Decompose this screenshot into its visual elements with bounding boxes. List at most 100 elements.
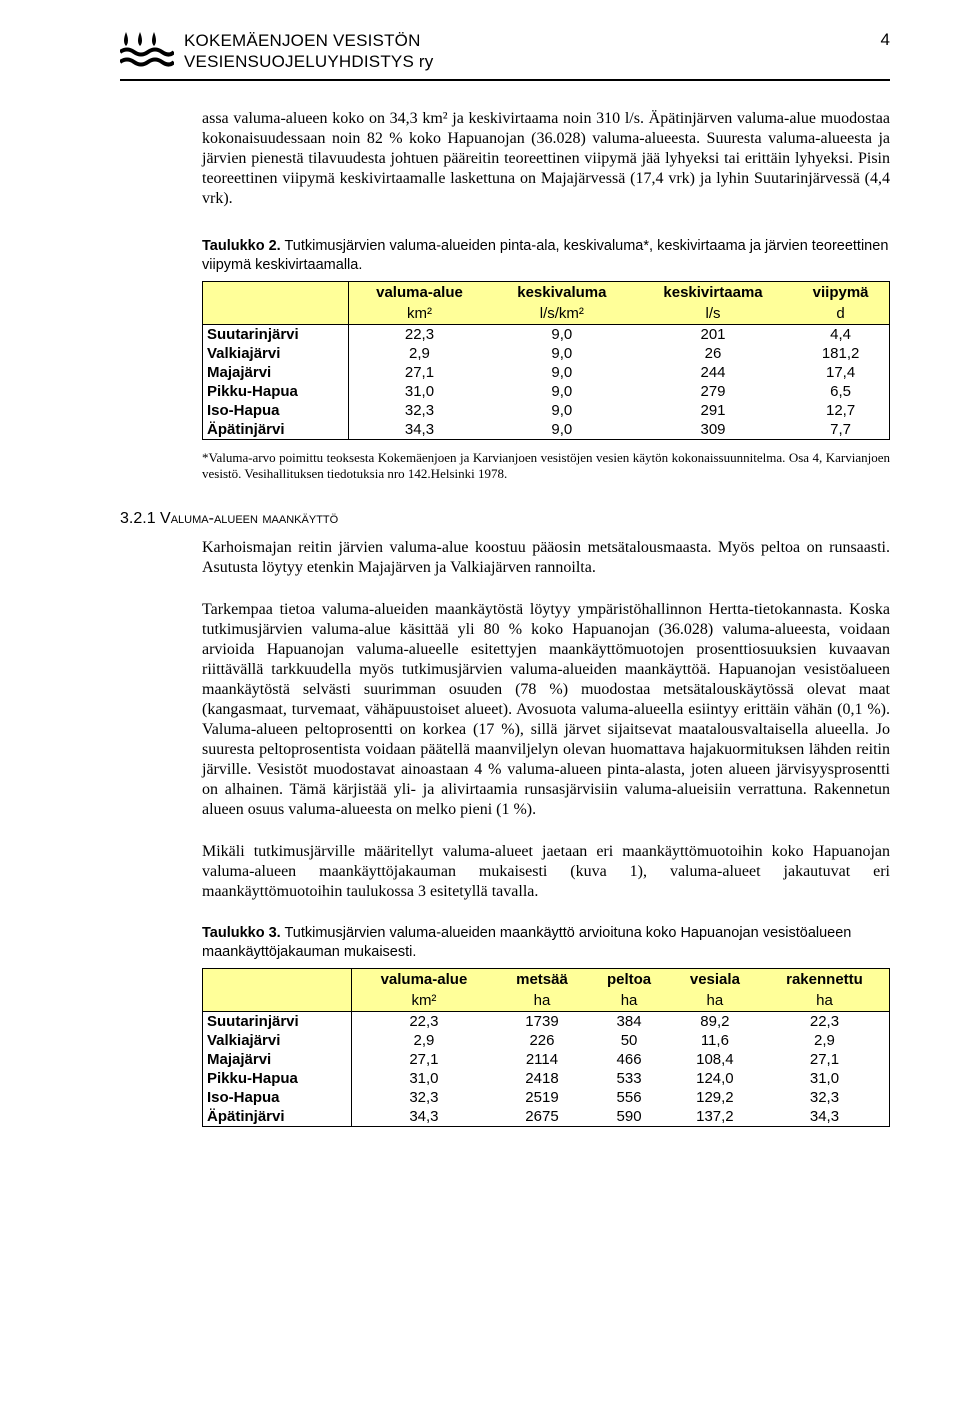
cell: 34,3 (349, 420, 490, 440)
table2-body: Suutarinjärvi22,39,02014,4Valkiajärvi2,9… (203, 324, 890, 439)
row-label: Suutarinjärvi (203, 324, 349, 344)
row-label: Valkiajärvi (203, 344, 349, 363)
intro-paragraph: assa valuma-alueen koko on 34,3 km² ja k… (202, 109, 890, 209)
cell: 556 (588, 1088, 670, 1107)
cell: 89,2 (670, 1011, 760, 1031)
th: peltoa (588, 968, 670, 990)
th-unit: ha (588, 990, 670, 1012)
org-line2: VESIENSUOJELUYHDISTYS ry (184, 52, 433, 71)
cell: 9,0 (490, 382, 634, 401)
cell: 32,3 (349, 401, 490, 420)
cell: 1739 (496, 1011, 589, 1031)
cell: 108,4 (670, 1050, 760, 1069)
th: valuma-alue (349, 281, 490, 303)
cell: 50 (588, 1031, 670, 1050)
table-row: Valkiajärvi2,92265011,62,9 (203, 1031, 890, 1050)
cell: 7,7 (792, 420, 889, 440)
row-label: Valkiajärvi (203, 1031, 352, 1050)
para3: Mikäli tutkimusjärville määritellyt valu… (202, 842, 890, 902)
para2: Tarkempaa tietoa valuma-alueiden maankäy… (202, 600, 890, 820)
row-label: Pikku-Hapua (203, 1069, 352, 1088)
row-label: Iso-Hapua (203, 1088, 352, 1107)
th: vesiala (670, 968, 760, 990)
table-row: Äpätinjärvi34,39,03097,7 (203, 420, 890, 440)
row-label: Pikku-Hapua (203, 382, 349, 401)
table-row: Äpätinjärvi34,32675590137,234,3 (203, 1107, 890, 1127)
table-row: Valkiajärvi2,99,026181,2 (203, 344, 890, 363)
table-row: Majajärvi27,19,024417,4 (203, 363, 890, 382)
table2-units-row: km² l/s/km² l/s d (203, 303, 890, 325)
cell: 2,9 (352, 1031, 496, 1050)
cell: 309 (634, 420, 792, 440)
th: viipymä (792, 281, 889, 303)
th: metsää (496, 968, 589, 990)
cell: 22,3 (352, 1011, 496, 1031)
table3-caption-bold: Taulukko 3. (202, 925, 281, 941)
row-label: Majajärvi (203, 363, 349, 382)
cell: 4,4 (792, 324, 889, 344)
th-unit: l/s/km² (490, 303, 634, 325)
table2-footnote: *Valuma-arvo poimittu teoksesta Kokemäen… (202, 450, 890, 483)
cell: 32,3 (760, 1088, 890, 1107)
cell: 31,0 (349, 382, 490, 401)
cell: 34,3 (760, 1107, 890, 1127)
cell: 384 (588, 1011, 670, 1031)
table-row: Majajärvi27,12114466108,427,1 (203, 1050, 890, 1069)
table-row: Iso-Hapua32,39,029112,7 (203, 401, 890, 420)
th: rakennettu (760, 968, 890, 990)
row-label: Majajärvi (203, 1050, 352, 1069)
cell: 32,3 (352, 1088, 496, 1107)
th-unit: ha (496, 990, 589, 1012)
cell: 9,0 (490, 401, 634, 420)
cell: 11,6 (670, 1031, 760, 1050)
th-blank (203, 281, 349, 303)
cell: 181,2 (792, 344, 889, 363)
cell: 31,0 (352, 1069, 496, 1088)
table-row: Pikku-Hapua31,02418533124,031,0 (203, 1069, 890, 1088)
cell: 27,1 (352, 1050, 496, 1069)
row-label: Äpätinjärvi (203, 1107, 352, 1127)
cell: 22,3 (349, 324, 490, 344)
th-blank (203, 990, 352, 1012)
body: assa valuma-alueen koko on 34,3 km² ja k… (202, 109, 890, 482)
page-header: KOKEMÄENJOEN VESISTÖN VESIENSUOJELUYHDIS… (120, 30, 890, 81)
cell: 291 (634, 401, 792, 420)
th-unit: ha (670, 990, 760, 1012)
cell: 22,3 (760, 1011, 890, 1031)
section-heading: 3.2.1 Valuma-alueen maankäyttö (120, 510, 890, 528)
th-blank (203, 303, 349, 325)
cell: 2,9 (760, 1031, 890, 1050)
cell: 2418 (496, 1069, 589, 1088)
table-row: Iso-Hapua32,32519556129,232,3 (203, 1088, 890, 1107)
cell: 533 (588, 1069, 670, 1088)
th: keskivirtaama (634, 281, 792, 303)
page-number: 4 (881, 30, 890, 50)
table3-caption-rest: Tutkimusjärvien valuma-alueiden maankäyt… (202, 925, 851, 960)
th-unit: ha (760, 990, 890, 1012)
section-title: Valuma-alueen maankäyttö (156, 510, 339, 527)
cell: 244 (634, 363, 792, 382)
cell: 27,1 (760, 1050, 890, 1069)
cell: 17,4 (792, 363, 889, 382)
table2: valuma-alue keskivaluma keskivirtaama vi… (202, 281, 890, 440)
table3-units-row: km² ha ha ha ha (203, 990, 890, 1012)
th: keskivaluma (490, 281, 634, 303)
cell: 201 (634, 324, 792, 344)
table-row: Suutarinjärvi22,3173938489,222,3 (203, 1011, 890, 1031)
cell: 2675 (496, 1107, 589, 1127)
cell: 34,3 (352, 1107, 496, 1127)
cell: 279 (634, 382, 792, 401)
table-row: Pikku-Hapua31,09,02796,5 (203, 382, 890, 401)
cell: 26 (634, 344, 792, 363)
section-body: Karhoismajan reitin järvien valuma-alue … (202, 538, 890, 1127)
org-logo (120, 30, 174, 73)
th-unit: d (792, 303, 889, 325)
section-number: 3.2.1 (120, 510, 156, 527)
cell: 27,1 (349, 363, 490, 382)
cell: 590 (588, 1107, 670, 1127)
para1: Karhoismajan reitin järvien valuma-alue … (202, 538, 890, 578)
table3-body: Suutarinjärvi22,3173938489,222,3Valkiajä… (203, 1011, 890, 1126)
cell: 226 (496, 1031, 589, 1050)
cell: 12,7 (792, 401, 889, 420)
cell: 9,0 (490, 324, 634, 344)
